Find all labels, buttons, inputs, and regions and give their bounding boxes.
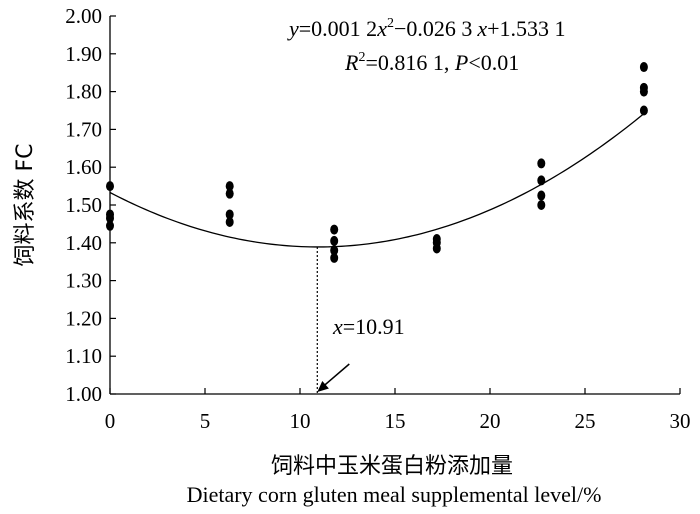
x-tick-label: 25: [575, 409, 596, 433]
data-point: [225, 209, 234, 220]
x-tick-label: 0: [105, 409, 116, 433]
annotation-arrow: [317, 363, 350, 392]
data-point: [537, 200, 546, 210]
y-tick-label: 1.20: [65, 306, 102, 330]
data-point: [639, 62, 648, 73]
y-tick-label: 1.40: [65, 231, 102, 255]
equation-line-2: R2=0.816 1, P<0.01: [344, 50, 519, 75]
data-point: [537, 175, 546, 186]
data-point: [432, 243, 441, 254]
y-tick-label: 1.00: [65, 382, 102, 406]
data-point: [639, 86, 648, 97]
data-point: [225, 217, 234, 228]
vertex-annotation: x=10.91: [332, 314, 405, 339]
x-tick-label: 15: [385, 409, 406, 433]
data-point: [639, 105, 648, 116]
y-tick-label: 1.90: [65, 42, 102, 66]
equation-line-1: y=0.001 2x2−0.026 3 x+1.533 1: [287, 16, 566, 41]
x-tick-label: 5: [200, 409, 211, 433]
data-point: [106, 220, 114, 231]
y-tick-label: 1.60: [65, 155, 102, 179]
y-tick-label: 1.50: [65, 193, 102, 217]
x-axis-title-cn: 饲料中玉米蛋白粉添加量: [271, 454, 513, 479]
tick-labels: 1.00 1.10 1.20 1.30 1.40 1.50 1.60 1.70 1.80 1.90…: [65, 4, 690, 433]
data-point: [225, 181, 234, 192]
y-axis-title: 饲料系数 FC: [13, 143, 38, 266]
data-point: [330, 235, 339, 246]
y-tick-label: 2.00: [65, 4, 102, 28]
x-tick-label: 30: [670, 409, 691, 433]
axes: [109, 15, 681, 395]
fit-curve: [109, 113, 645, 248]
data-point: [537, 158, 546, 169]
data-point: [106, 181, 114, 192]
data-point: [106, 213, 114, 224]
y-tick-label: 1.80: [65, 80, 102, 104]
x-tick-label: 10: [290, 409, 311, 433]
data-points: [106, 62, 648, 263]
data-point: [330, 252, 339, 263]
x-axis-title-en: Dietary corn gluten meal supplemental le…: [187, 482, 602, 507]
y-tick-label: 1.70: [65, 117, 102, 141]
data-point: [537, 190, 546, 201]
x-tick-label: 20: [480, 409, 501, 433]
y-tick-label: 1.30: [65, 269, 102, 293]
data-point: [330, 224, 339, 235]
y-tick-label: 1.10: [65, 344, 102, 368]
data-point: [330, 245, 339, 256]
data-point: [225, 188, 234, 199]
